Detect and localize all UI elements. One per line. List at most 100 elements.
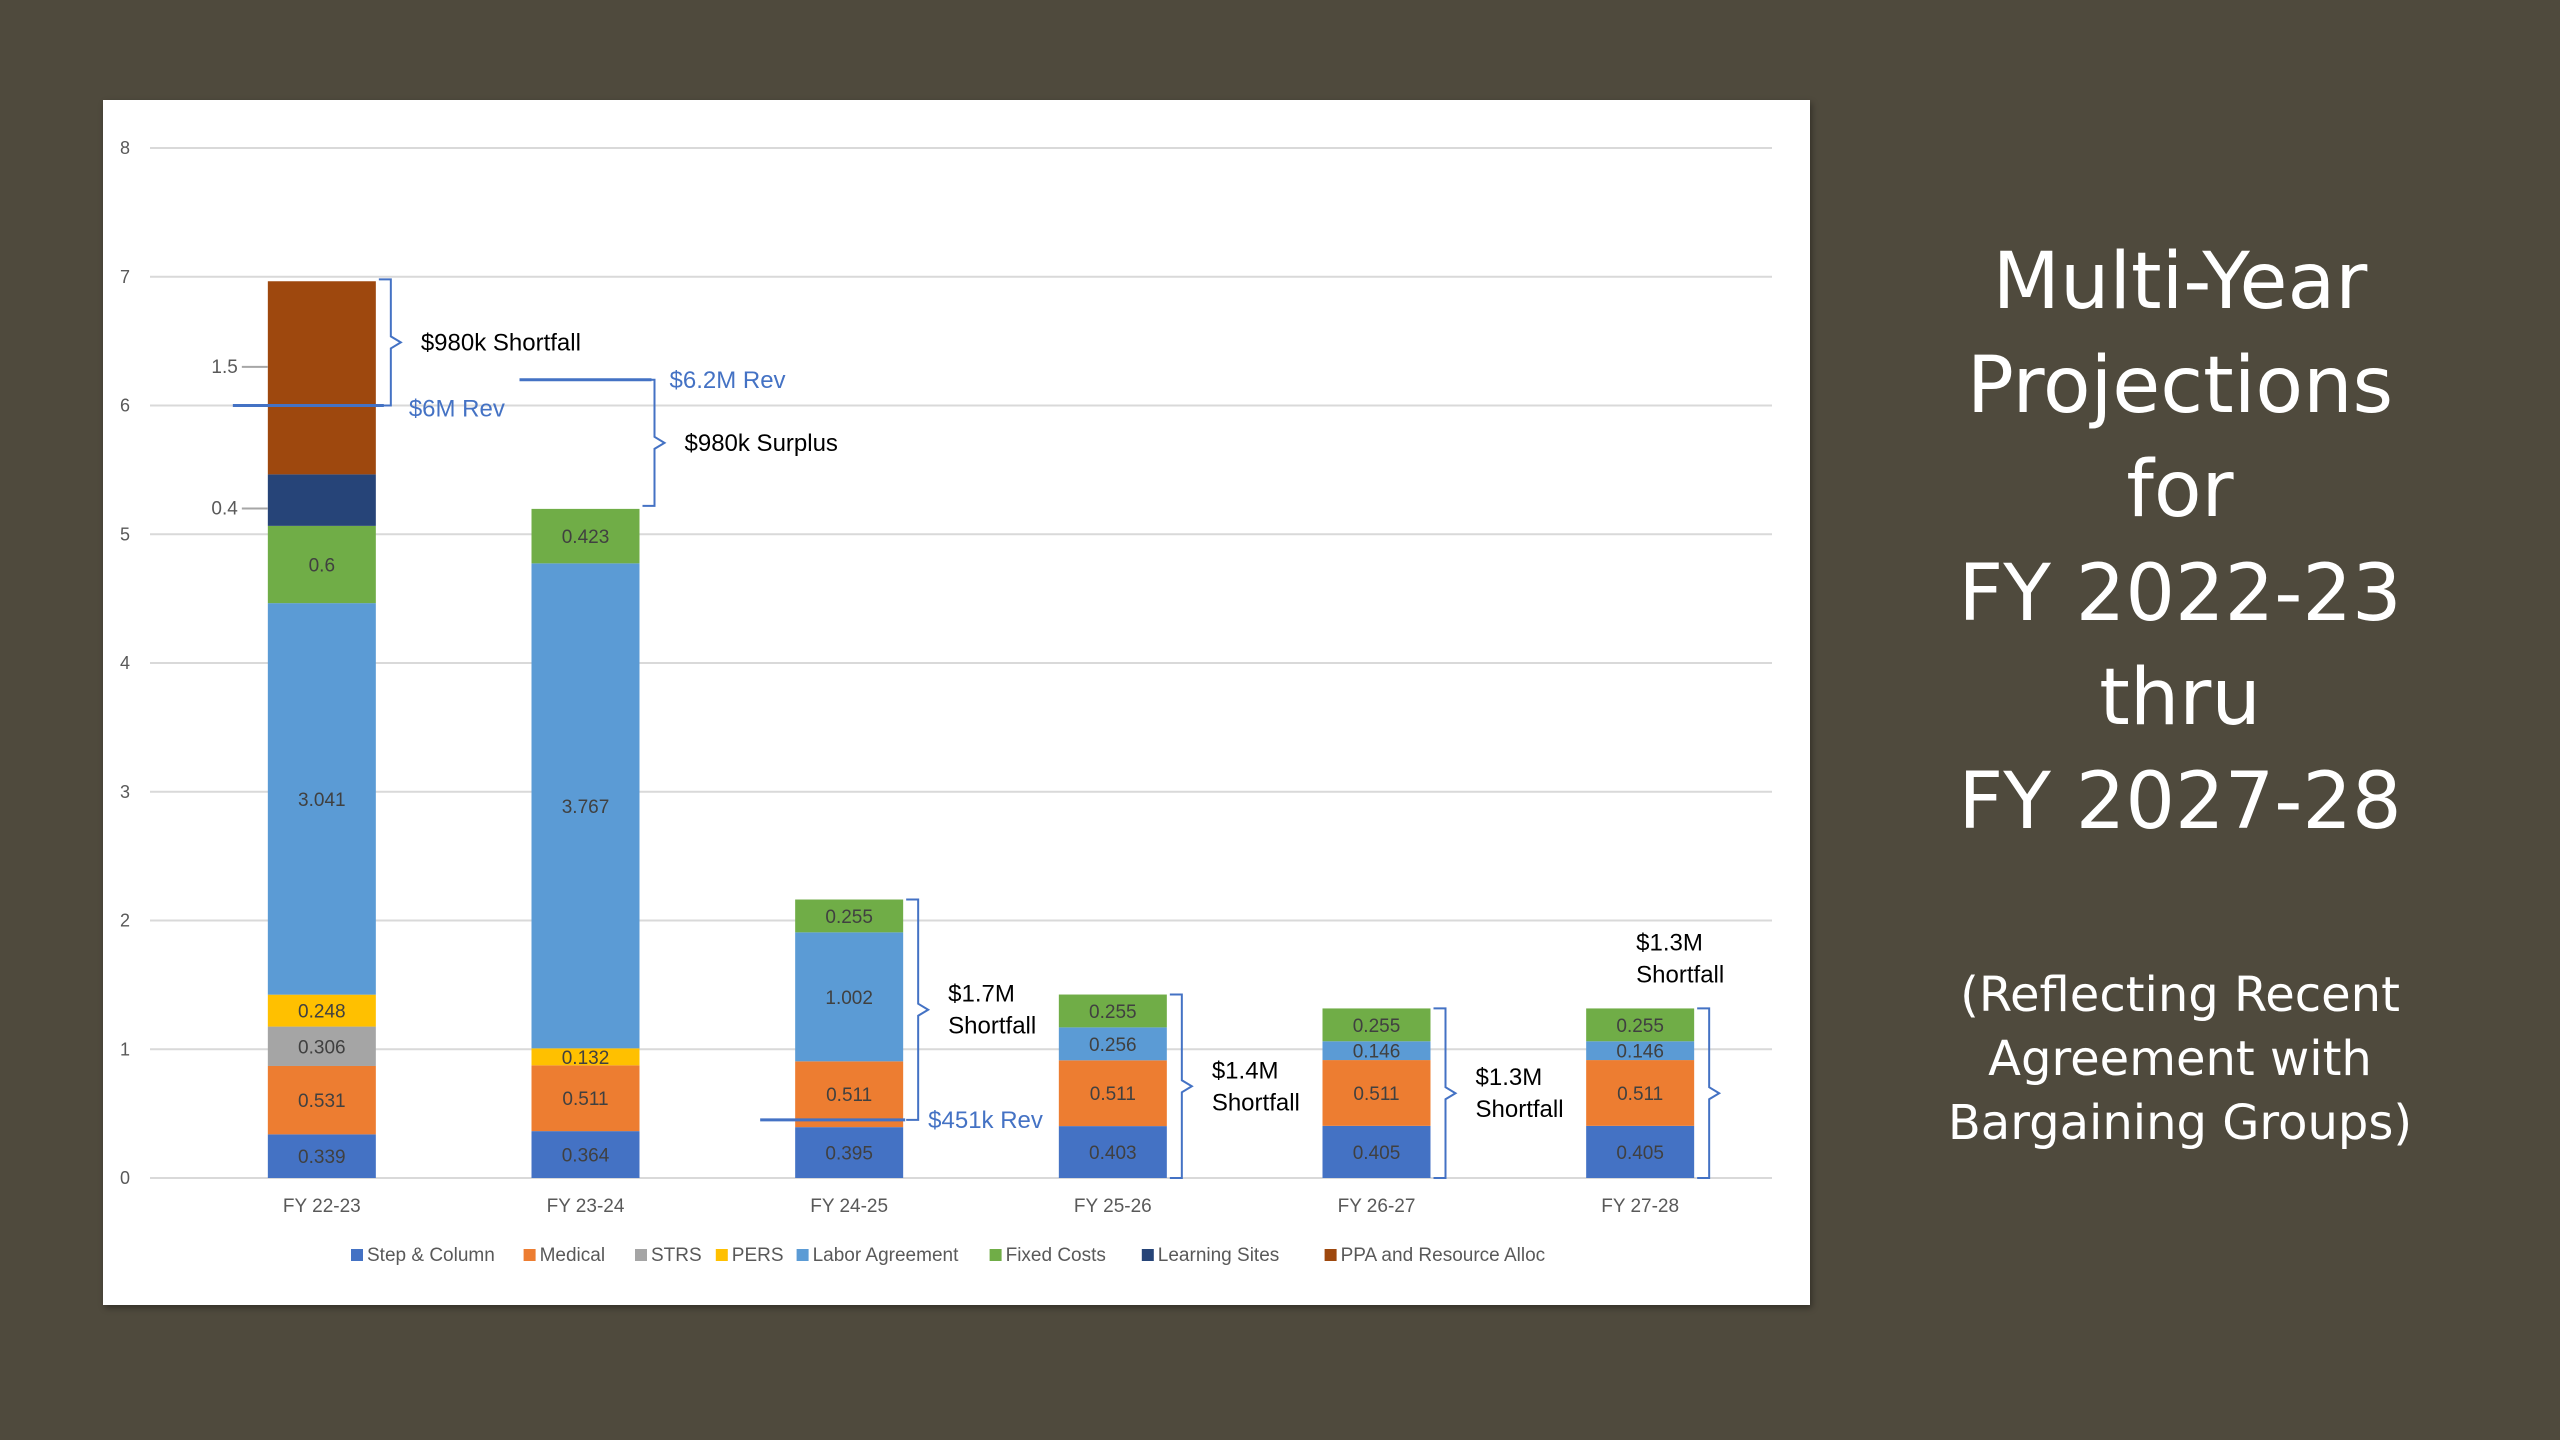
bracket [1169, 993, 1194, 1179]
data-label: 0.255 [1353, 1016, 1401, 1037]
annotations: $6M Rev $6.2M Rev $451k Rev $980k Shortfall… [232, 278, 1724, 1179]
legend-swatch [796, 1249, 809, 1261]
legend-swatch [1141, 1249, 1154, 1261]
data-label: 0.364 [562, 1146, 610, 1167]
x-tick-label: FY 23-24 [547, 1196, 625, 1217]
legend-swatch [989, 1249, 1002, 1261]
data-label: 0.395 [825, 1144, 873, 1165]
y-tick-label: 2 [120, 911, 130, 931]
bar-segment [267, 525, 376, 604]
bar-segment [1586, 1060, 1695, 1126]
bar-segment [1322, 1125, 1431, 1178]
y-tick-label: 5 [120, 524, 130, 544]
revenue-label: $6.2M Rev [670, 367, 786, 394]
slide-subtitle: (Reflecting Recent Agreement with Bargai… [1860, 963, 2500, 1155]
data-label: 0.6 [309, 556, 335, 577]
data-label: 0.146 [1616, 1042, 1664, 1063]
outside-data-label: 1.5 [211, 357, 237, 378]
data-label: 0.256 [1089, 1035, 1137, 1056]
legend-swatch [351, 1249, 363, 1261]
bar-segment [1586, 1125, 1695, 1178]
bracket [642, 378, 667, 507]
x-tick-label: FY 26-27 [1338, 1196, 1416, 1217]
data-label: 0.248 [298, 1002, 346, 1023]
bar-segment [1058, 1126, 1167, 1178]
bar-segment [267, 1134, 376, 1178]
x-tick-label: FY 27-28 [1601, 1196, 1679, 1217]
annotation-text: $1.4M [1212, 1057, 1279, 1084]
x-tick-label: FY 22-23 [283, 1196, 361, 1217]
bar-segment [531, 1065, 640, 1132]
data-label: 0.423 [562, 527, 610, 548]
revenue-label: $6M Rev [409, 396, 505, 423]
subtitle-line: Agreement with [1988, 1031, 2372, 1087]
data-label: 0.255 [825, 907, 873, 928]
legend-label: Fixed Costs [1006, 1245, 1106, 1266]
data-label: 0.306 [298, 1037, 346, 1058]
legend-swatch [1324, 1249, 1337, 1261]
annotation-text: Shortfall [1636, 961, 1724, 988]
bar-segment [267, 1026, 376, 1066]
bar-segment [1586, 1041, 1695, 1061]
annotation-text: $1.3M [1636, 929, 1703, 956]
data-label: 0.511 [1617, 1084, 1663, 1105]
data-label: 0.405 [1353, 1143, 1401, 1164]
bar-segment [795, 932, 904, 1062]
data-label: 0.255 [1616, 1016, 1664, 1037]
bar-segment [795, 1061, 904, 1128]
slide-title: Multi-Year Projections for FY 2022-23 th… [1860, 230, 2500, 854]
bracket [1697, 1007, 1722, 1179]
bar-segment [267, 603, 376, 995]
data-label: 0.511 [1090, 1084, 1136, 1105]
data-label: 0.511 [826, 1085, 872, 1106]
data-label: 0.339 [298, 1147, 346, 1168]
bar-segment [1058, 994, 1167, 1028]
legend-swatch [635, 1249, 647, 1261]
title-line: FY 2022-23 [1958, 549, 2402, 639]
bar-segment [531, 1048, 640, 1066]
gridlines [150, 147, 1772, 1179]
legend-label: Step & Column [367, 1245, 495, 1266]
bar-segment [1058, 1027, 1167, 1061]
revenue-label: $451k Rev [928, 1107, 1043, 1134]
annotation-text: $980k Surplus [685, 430, 838, 457]
annotation-text: Shortfall [948, 1013, 1036, 1040]
annotation-text: Shortfall [1476, 1096, 1564, 1123]
bracket [378, 278, 403, 407]
data-label: 0.132 [562, 1048, 610, 1069]
legend-label: STRS [651, 1245, 702, 1266]
annotation-text: $1.7M [948, 981, 1015, 1008]
bar-segment [267, 281, 376, 475]
y-tick-label: 4 [120, 653, 130, 673]
title-line: Multi-Year [1992, 237, 2368, 327]
bar-segment [795, 1127, 904, 1178]
x-axis-ticks: FY 22-23 FY 23-24 FY 24-25 FY 25-26 FY 26-27… [283, 1196, 1679, 1217]
bar-segment [1322, 1060, 1431, 1126]
legend-swatch [523, 1249, 536, 1261]
y-tick-label: 0 [120, 1168, 130, 1188]
annotation-text: Shortfall [1212, 1089, 1300, 1116]
title-line: Projections [1966, 341, 2394, 431]
legend: Step & Column Medical STRS PERS Labor Agreem… [351, 1245, 1545, 1266]
data-label: 0.255 [1089, 1002, 1137, 1023]
data-label: 0.511 [1353, 1084, 1399, 1105]
data-label: 0.405 [1616, 1143, 1664, 1164]
data-label: 3.767 [562, 797, 610, 818]
annotation-text: $1.3M [1476, 1064, 1543, 1091]
legend-swatch [715, 1249, 728, 1261]
subtitle-line: Bargaining Groups) [1947, 1095, 2413, 1151]
x-tick-label: FY 25-26 [1074, 1196, 1152, 1217]
x-tick-label: FY 24-25 [810, 1196, 888, 1217]
legend-label: Medical [540, 1245, 605, 1266]
bar-segment [531, 1131, 640, 1178]
y-tick-label: 1 [120, 1039, 130, 1059]
outside-data-label: 0.4 [211, 499, 238, 520]
y-tick-label: 3 [120, 782, 130, 802]
legend-label: PPA and Resource Alloc [1341, 1245, 1546, 1266]
legend-label: Learning Sites [1158, 1245, 1279, 1266]
bar-segment [1322, 1041, 1431, 1061]
data-label: 0.511 [562, 1089, 608, 1110]
data-label: 0.531 [298, 1091, 346, 1112]
